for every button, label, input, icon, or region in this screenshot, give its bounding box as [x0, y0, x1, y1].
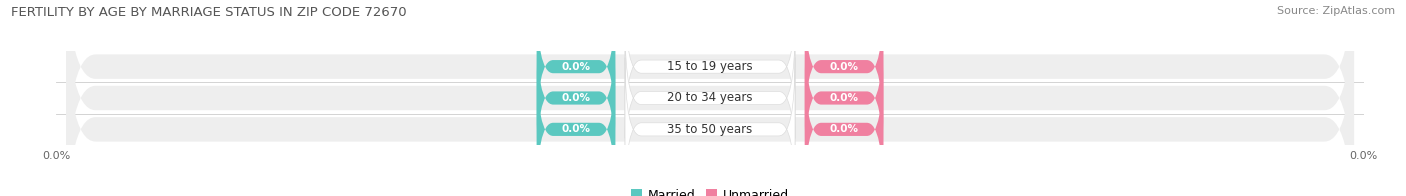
- FancyBboxPatch shape: [626, 26, 794, 170]
- FancyBboxPatch shape: [626, 0, 794, 138]
- FancyBboxPatch shape: [804, 58, 883, 196]
- Text: 20 to 34 years: 20 to 34 years: [668, 92, 752, 104]
- Legend: Married, Unmarried: Married, Unmarried: [626, 183, 794, 196]
- Text: 0.0%: 0.0%: [561, 124, 591, 134]
- FancyBboxPatch shape: [804, 26, 883, 170]
- Text: 0.0%: 0.0%: [830, 124, 859, 134]
- FancyBboxPatch shape: [626, 58, 794, 196]
- FancyBboxPatch shape: [804, 0, 883, 138]
- Text: 0.0%: 0.0%: [830, 62, 859, 72]
- FancyBboxPatch shape: [537, 0, 616, 138]
- Text: 35 to 50 years: 35 to 50 years: [668, 123, 752, 136]
- Text: FERTILITY BY AGE BY MARRIAGE STATUS IN ZIP CODE 72670: FERTILITY BY AGE BY MARRIAGE STATUS IN Z…: [11, 6, 406, 19]
- Text: 0.0%: 0.0%: [561, 93, 591, 103]
- Text: 0.0%: 0.0%: [561, 62, 591, 72]
- Text: Source: ZipAtlas.com: Source: ZipAtlas.com: [1277, 6, 1395, 16]
- FancyBboxPatch shape: [537, 26, 616, 170]
- FancyBboxPatch shape: [66, 0, 1354, 196]
- FancyBboxPatch shape: [66, 0, 1354, 196]
- Text: 15 to 19 years: 15 to 19 years: [668, 60, 752, 73]
- FancyBboxPatch shape: [66, 0, 1354, 196]
- Text: 0.0%: 0.0%: [830, 93, 859, 103]
- FancyBboxPatch shape: [537, 58, 616, 196]
